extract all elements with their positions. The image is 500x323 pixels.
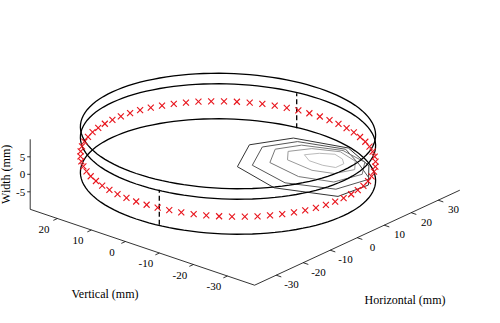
svg-text:-20: -20 xyxy=(173,269,188,281)
svg-text:Horizontal (mm): Horizontal (mm) xyxy=(365,293,446,307)
svg-text:Width (mm): Width (mm) xyxy=(8,145,13,204)
svg-text:0: 0 xyxy=(20,168,26,180)
svg-text:-20: -20 xyxy=(311,266,326,278)
svg-text:20: 20 xyxy=(421,216,433,228)
svg-text:-5: -5 xyxy=(16,186,26,198)
svg-text:20: 20 xyxy=(38,223,50,235)
svg-text:30: 30 xyxy=(448,203,460,215)
svg-text:5: 5 xyxy=(20,151,26,163)
svg-text:-10: -10 xyxy=(338,253,353,265)
svg-text:-10: -10 xyxy=(139,257,154,269)
svg-text:0: 0 xyxy=(109,246,115,258)
svg-text:10: 10 xyxy=(72,234,84,246)
svg-text:-30: -30 xyxy=(207,280,222,292)
svg-text:10: 10 xyxy=(394,228,406,240)
svg-text:-30: -30 xyxy=(284,278,299,290)
svg-text:Vertical (mm): Vertical (mm) xyxy=(72,287,139,301)
svg-text:0: 0 xyxy=(370,241,376,253)
